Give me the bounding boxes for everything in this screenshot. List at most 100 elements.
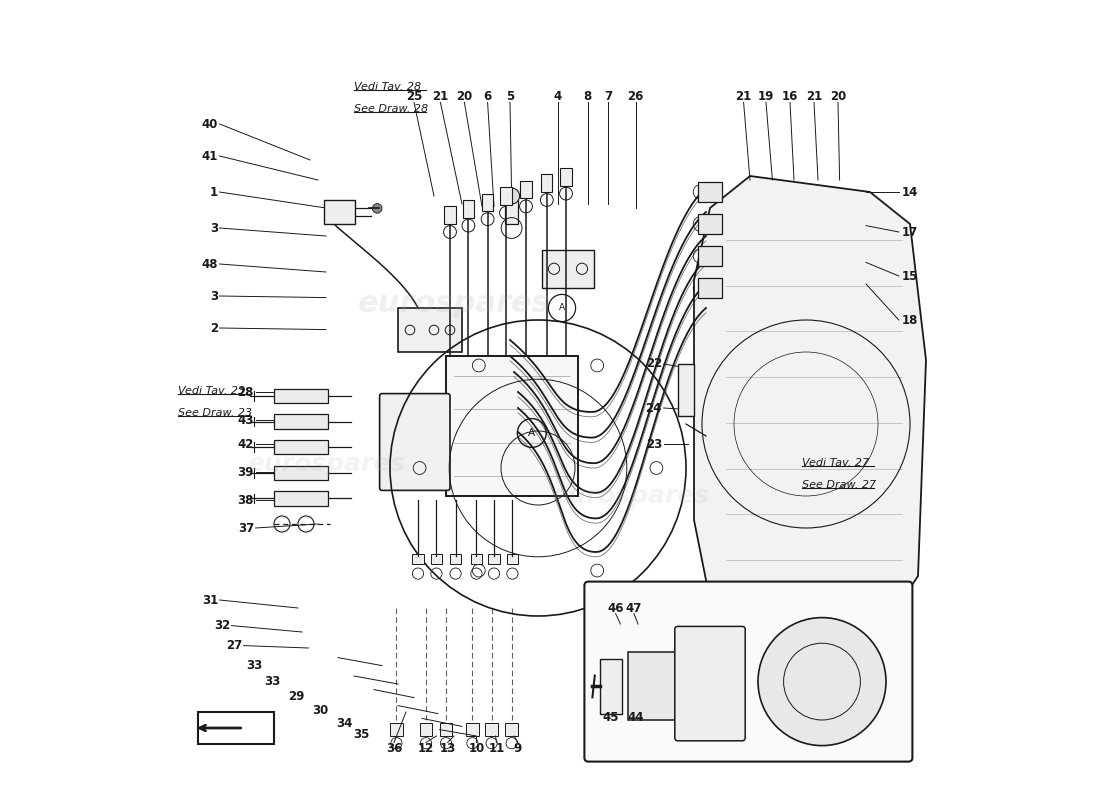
- Text: 1: 1: [210, 186, 218, 198]
- Text: 19: 19: [758, 90, 774, 102]
- Bar: [466, 723, 478, 736]
- Bar: [450, 554, 461, 564]
- Text: eurospares: eurospares: [551, 484, 710, 508]
- Text: 33: 33: [264, 675, 280, 688]
- Text: 40: 40: [201, 118, 218, 130]
- Bar: [500, 187, 512, 205]
- Bar: [431, 554, 442, 564]
- Text: 43: 43: [238, 414, 254, 426]
- Text: 18: 18: [902, 314, 918, 326]
- Bar: [505, 723, 518, 736]
- Text: 21: 21: [736, 90, 751, 102]
- Text: 27: 27: [226, 639, 242, 652]
- Bar: [520, 181, 531, 198]
- Text: 10: 10: [469, 742, 484, 754]
- Bar: [412, 554, 424, 564]
- FancyBboxPatch shape: [674, 626, 745, 741]
- Text: 31: 31: [201, 594, 218, 606]
- Bar: [485, 723, 498, 736]
- Text: 45: 45: [603, 711, 619, 724]
- Bar: [698, 214, 722, 234]
- Bar: [488, 554, 499, 564]
- Bar: [419, 723, 432, 736]
- Text: 21: 21: [806, 90, 822, 102]
- Text: 39: 39: [238, 466, 254, 478]
- Bar: [541, 174, 552, 192]
- Text: 32: 32: [213, 619, 230, 632]
- Text: See Draw. 23: See Draw. 23: [178, 408, 252, 418]
- Bar: [198, 712, 274, 744]
- Text: 8: 8: [583, 90, 592, 102]
- Text: 34: 34: [336, 717, 352, 730]
- Bar: [274, 491, 329, 506]
- Text: See Draw. 27: See Draw. 27: [802, 480, 876, 490]
- Text: 28: 28: [238, 386, 254, 398]
- Bar: [542, 250, 594, 288]
- Text: 20: 20: [829, 90, 846, 102]
- Polygon shape: [694, 176, 926, 640]
- FancyBboxPatch shape: [379, 394, 450, 490]
- Text: 21: 21: [432, 90, 449, 102]
- Text: 6: 6: [484, 90, 492, 102]
- Bar: [698, 246, 722, 266]
- Bar: [482, 194, 493, 211]
- Text: Vedi Tav. 28: Vedi Tav. 28: [354, 82, 421, 92]
- Text: 2: 2: [210, 322, 218, 334]
- Text: eurospares: eurospares: [246, 452, 405, 476]
- Text: 3: 3: [210, 222, 218, 234]
- Text: Vedi Tav. 27: Vedi Tav. 27: [802, 458, 869, 468]
- Text: 30: 30: [312, 704, 329, 717]
- Text: See Draw. 28: See Draw. 28: [354, 104, 428, 114]
- Text: A: A: [528, 428, 536, 438]
- Text: 20: 20: [456, 90, 473, 102]
- Text: 47: 47: [626, 602, 642, 614]
- Text: 13: 13: [440, 742, 455, 754]
- Text: A: A: [559, 303, 565, 313]
- Text: 41: 41: [201, 150, 218, 162]
- Text: eurospares: eurospares: [358, 290, 550, 318]
- Bar: [628, 652, 676, 720]
- Bar: [398, 308, 462, 352]
- Bar: [698, 182, 722, 202]
- Text: 26: 26: [627, 90, 644, 102]
- Bar: [600, 659, 621, 714]
- Bar: [444, 206, 455, 224]
- Bar: [324, 200, 355, 224]
- Text: 44: 44: [627, 711, 644, 724]
- Text: 4: 4: [554, 90, 562, 102]
- Text: 36: 36: [386, 742, 403, 754]
- Text: 3: 3: [210, 290, 218, 302]
- Bar: [274, 389, 329, 403]
- Bar: [274, 414, 329, 429]
- Circle shape: [758, 618, 886, 746]
- FancyBboxPatch shape: [584, 582, 912, 762]
- Bar: [678, 364, 694, 416]
- Text: 48: 48: [201, 258, 218, 270]
- Bar: [463, 200, 474, 218]
- Text: 22: 22: [646, 358, 662, 370]
- Text: 33: 33: [245, 659, 262, 672]
- Circle shape: [504, 188, 519, 204]
- Bar: [274, 466, 329, 480]
- Text: 14: 14: [902, 186, 918, 198]
- Text: 46: 46: [607, 602, 624, 614]
- Bar: [446, 356, 578, 496]
- Text: 24: 24: [646, 402, 662, 414]
- Text: 5: 5: [506, 90, 514, 102]
- Circle shape: [373, 204, 382, 214]
- Text: 17: 17: [902, 226, 918, 238]
- Text: 11: 11: [488, 742, 505, 754]
- Text: Vedi Tav. 23: Vedi Tav. 23: [178, 386, 245, 396]
- Text: 12: 12: [418, 742, 434, 754]
- Text: 38: 38: [238, 494, 254, 506]
- Bar: [507, 554, 518, 564]
- Bar: [471, 554, 482, 564]
- Bar: [505, 196, 518, 224]
- Text: 29: 29: [288, 690, 305, 702]
- Text: 23: 23: [646, 438, 662, 450]
- Text: 9: 9: [514, 742, 522, 754]
- Bar: [390, 723, 403, 736]
- Bar: [698, 278, 722, 298]
- Text: 35: 35: [353, 728, 370, 741]
- Text: 25: 25: [406, 90, 422, 102]
